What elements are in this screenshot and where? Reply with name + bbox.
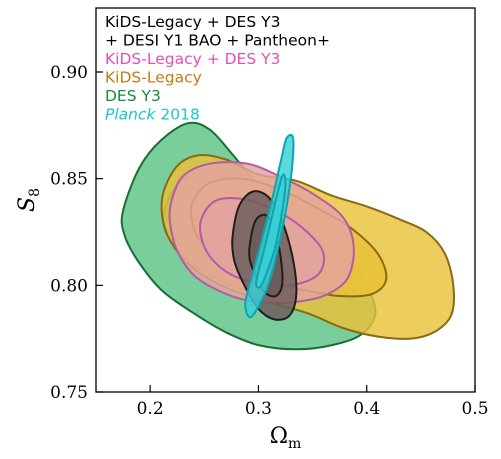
y-tick-label: 0.75 <box>50 383 88 403</box>
x-tick-label: 0.5 <box>461 399 488 419</box>
x-axis-label: Ωm <box>270 424 302 452</box>
y-tick-label: 0.80 <box>50 276 88 296</box>
plot-frame <box>95 7 476 393</box>
y-axis-label-main: S <box>15 197 40 212</box>
legend-entry: KiDS-Legacy + DES Y3 <box>105 50 280 68</box>
y-axis-label-sub: 8 <box>27 188 43 197</box>
axis-ticks: 0.2 0.3 0.4 0.5 0.75 0.80 0.85 0.90 <box>50 63 488 419</box>
contour-inner-planck-2018 <box>255 173 287 289</box>
legend-entry: KiDS-Legacy <box>105 69 202 87</box>
y-axis-label: S8 <box>15 188 43 212</box>
x-tick-label: 0.2 <box>137 399 164 419</box>
contour-layer <box>120 121 455 351</box>
legend-entry-italic: Planck <box>105 106 156 124</box>
legend: KiDS-Legacy + DES Y3 + DESI Y1 BAO + Pan… <box>105 13 330 124</box>
x-tick-label: 0.3 <box>245 399 272 419</box>
y-tick-label: 0.90 <box>50 63 88 83</box>
series-planck-2018 <box>244 133 295 319</box>
legend-entry: + DESI Y1 BAO + Pantheon+ <box>105 32 330 50</box>
legend-entry: DES Y3 <box>105 87 161 105</box>
x-axis-label-sub: m <box>288 436 301 452</box>
y-tick-label: 0.85 <box>50 170 88 190</box>
x-tick-label: 0.4 <box>353 399 380 419</box>
legend-entry: Planck 2018 <box>105 106 200 124</box>
legend-entry: KiDS-Legacy + DES Y3 <box>105 13 280 31</box>
x-axis-label-main: Ω <box>270 424 288 449</box>
legend-entry-rest: 2018 <box>155 106 199 124</box>
